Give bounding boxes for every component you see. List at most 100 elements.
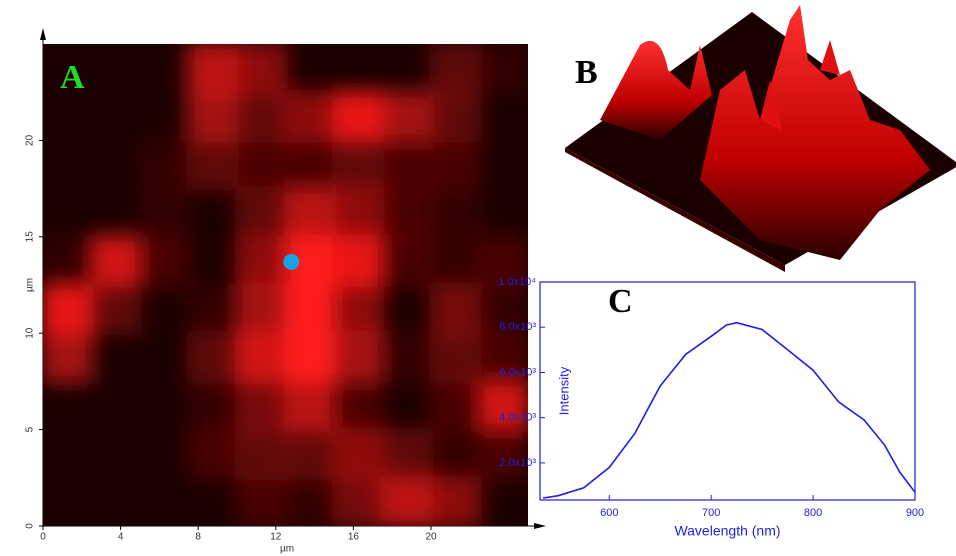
surface-peak bbox=[700, 5, 930, 260]
heat-cell bbox=[235, 44, 288, 95]
heat-cell bbox=[283, 90, 336, 143]
heat-cell bbox=[283, 186, 336, 239]
data-line bbox=[542, 321, 916, 499]
heat-cell bbox=[138, 476, 191, 528]
heat-cell bbox=[332, 283, 385, 336]
surface-peak bbox=[760, 40, 840, 130]
y-tick-label: 2.0x10³ bbox=[499, 457, 536, 469]
heat-cell bbox=[429, 475, 482, 526]
marker-point bbox=[283, 253, 300, 270]
heat-cell bbox=[380, 138, 433, 191]
heat-cell bbox=[429, 331, 482, 384]
heat-cell bbox=[283, 379, 336, 432]
y-tick-label: 4.0x10³ bbox=[499, 412, 536, 424]
heat-cell bbox=[89, 234, 142, 287]
surface-peak bbox=[600, 40, 712, 141]
x-axis-label: µm bbox=[280, 544, 294, 555]
heat-cell bbox=[380, 331, 433, 384]
heat-cell bbox=[381, 379, 434, 431]
y-tick-label: 15 bbox=[25, 231, 36, 243]
heat-cell bbox=[138, 234, 191, 287]
heat-cell bbox=[235, 331, 288, 384]
x-tick-label: 16 bbox=[348, 532, 360, 543]
plot-frame bbox=[539, 281, 916, 501]
heat-cell bbox=[235, 427, 288, 480]
heat-cell bbox=[235, 90, 288, 143]
axis-arrow bbox=[534, 523, 546, 529]
heat-cell bbox=[138, 186, 191, 239]
y-tick-label: 8.0x10³ bbox=[499, 321, 536, 333]
heat-cell bbox=[138, 90, 191, 142]
heat-cell bbox=[186, 331, 239, 384]
heat-cell bbox=[477, 331, 528, 384]
heat-cell bbox=[187, 235, 240, 287]
x-tick-label: 12 bbox=[270, 532, 282, 543]
heat-cell bbox=[477, 427, 528, 480]
axis-arrow bbox=[40, 28, 46, 40]
x-tick-label: 4 bbox=[118, 532, 124, 543]
heat-cell bbox=[41, 379, 94, 431]
heat-cell bbox=[43, 283, 94, 336]
heat-cell bbox=[90, 90, 143, 142]
heat-cell bbox=[90, 428, 143, 480]
heat-cell bbox=[90, 138, 143, 190]
heat-cell bbox=[43, 234, 94, 287]
heat-cell bbox=[186, 427, 239, 480]
heat-cell bbox=[381, 283, 434, 335]
x-axis-label: Wavelength (nm) bbox=[674, 523, 780, 539]
heat-cell bbox=[477, 283, 528, 336]
panel-label: A bbox=[60, 59, 85, 96]
heat-cell bbox=[235, 138, 288, 191]
heat-cell bbox=[138, 42, 191, 94]
heat-cell bbox=[332, 234, 385, 287]
heat-cell bbox=[186, 90, 239, 143]
heat-cell bbox=[235, 186, 288, 239]
heat-cell bbox=[429, 427, 482, 480]
x-tick-label: 700 bbox=[702, 507, 720, 519]
x-tick-label: 8 bbox=[195, 532, 201, 543]
y-tick-label: 5 bbox=[25, 426, 36, 432]
heat-cell bbox=[235, 475, 288, 526]
heat-cell bbox=[429, 283, 482, 336]
heat-cell bbox=[332, 186, 385, 239]
heat-cell bbox=[283, 138, 336, 191]
heat-cell bbox=[332, 42, 385, 94]
heat-cell bbox=[478, 138, 531, 190]
x-tick-label: 600 bbox=[600, 507, 618, 519]
heat-cell bbox=[41, 138, 94, 190]
surface-edge bbox=[565, 148, 785, 272]
heat-cell bbox=[380, 90, 433, 143]
x-tick-label: 800 bbox=[804, 507, 822, 519]
heat-cell bbox=[478, 187, 531, 239]
heat-cell bbox=[381, 42, 434, 94]
y-tick-label: 0 bbox=[25, 523, 36, 529]
heat-cell bbox=[477, 234, 528, 287]
heat-cell bbox=[43, 331, 94, 384]
heat-cell bbox=[332, 138, 385, 191]
heat-cell bbox=[89, 283, 142, 336]
heat-cell bbox=[284, 42, 337, 94]
heat-cell bbox=[380, 234, 433, 287]
heat-cell bbox=[477, 379, 528, 432]
heat-cell bbox=[187, 187, 240, 239]
heat-cell bbox=[41, 428, 94, 480]
x-tick-label: 0 bbox=[40, 532, 46, 543]
heat-cell bbox=[138, 283, 191, 335]
heat-cell bbox=[429, 186, 482, 239]
heat-cell bbox=[186, 44, 239, 95]
heat-cell bbox=[332, 475, 385, 526]
heat-cell bbox=[186, 379, 239, 432]
heat-cell bbox=[41, 90, 94, 142]
heat-cell bbox=[187, 476, 240, 528]
heat-cell bbox=[429, 379, 482, 432]
heat-cell bbox=[477, 44, 528, 95]
heat-cell bbox=[90, 331, 143, 383]
heat-cell bbox=[283, 331, 336, 384]
heat-cell bbox=[235, 379, 288, 432]
heat-cell bbox=[235, 234, 288, 287]
y-axis-label: µm bbox=[25, 278, 36, 292]
heat-cell bbox=[41, 187, 94, 239]
panel-label: B bbox=[575, 54, 598, 91]
heat-cell bbox=[380, 427, 433, 480]
